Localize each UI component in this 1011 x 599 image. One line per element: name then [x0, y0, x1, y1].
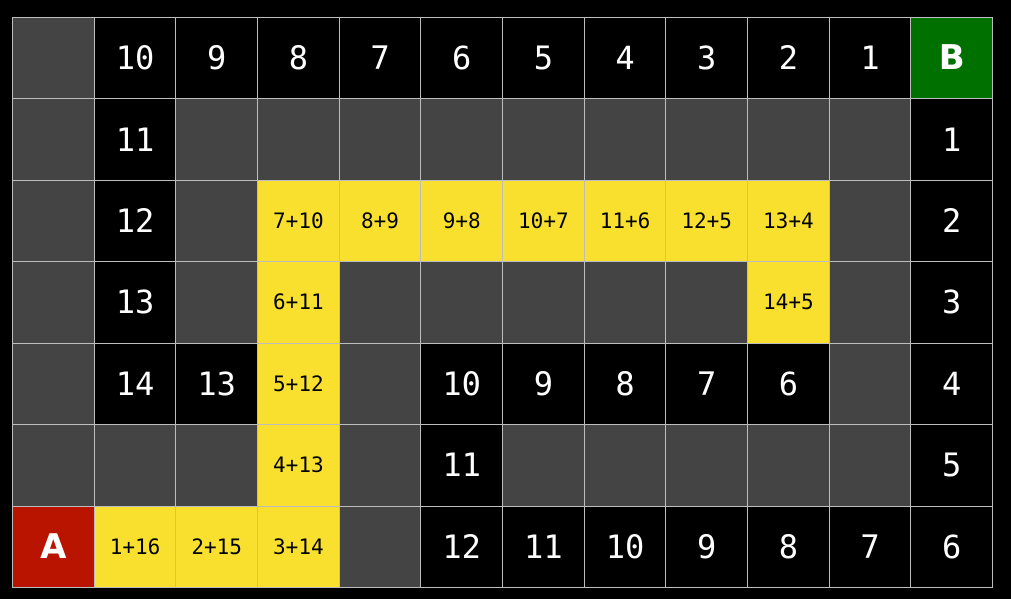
open-cell[interactable]: 1 — [829, 18, 911, 99]
open-cell[interactable]: 9 — [502, 343, 584, 425]
open-cell[interactable]: 5 — [502, 18, 584, 99]
wall-cell[interactable] — [13, 18, 94, 99]
path-cell[interactable]: 3+14 — [257, 506, 339, 587]
wall-cell[interactable] — [257, 99, 339, 180]
open-cell[interactable]: 11 — [421, 425, 502, 506]
open-cell[interactable]: 9 — [666, 506, 747, 587]
open-cell[interactable]: 8 — [257, 18, 339, 99]
open-cell[interactable]: 8 — [747, 506, 829, 587]
wall-cell[interactable] — [829, 99, 911, 180]
path-cell[interactable]: 14+5 — [747, 262, 829, 343]
open-cell[interactable]: 2 — [747, 18, 829, 99]
wall-cell[interactable] — [666, 425, 747, 506]
open-cell[interactable]: 10 — [584, 506, 666, 587]
wall-cell[interactable] — [502, 425, 584, 506]
open-cell[interactable]: 14 — [94, 343, 176, 425]
wall-cell[interactable] — [747, 425, 829, 506]
open-cell[interactable]: 4 — [584, 18, 666, 99]
open-cell[interactable]: 11 — [502, 506, 584, 587]
wall-cell[interactable] — [13, 425, 94, 506]
wall-cell[interactable] — [13, 262, 94, 343]
wall-cell[interactable] — [502, 262, 584, 343]
wall-cell[interactable] — [421, 262, 502, 343]
wall-cell[interactable] — [13, 343, 94, 425]
path-cell[interactable]: 7+10 — [257, 180, 339, 262]
maze-grid: 10 9 8 7 6 5 4 3 2 1 B 11 1 12 7+10 8+9 9+8 10+7 11+6 12+5 1… — [12, 17, 993, 588]
path-cell[interactable]: 11+6 — [584, 180, 666, 262]
open-cell[interactable]: 6 — [421, 18, 502, 99]
path-cell[interactable]: 1+16 — [94, 506, 176, 587]
open-cell[interactable]: 13 — [94, 262, 176, 343]
wall-cell[interactable] — [339, 99, 421, 180]
path-cell[interactable]: 5+12 — [257, 343, 339, 425]
path-cell[interactable]: 10+7 — [502, 180, 584, 262]
path-cell[interactable]: 4+13 — [257, 425, 339, 506]
open-cell[interactable]: 12 — [421, 506, 502, 587]
wall-cell[interactable] — [339, 506, 421, 587]
wall-cell[interactable] — [176, 425, 257, 506]
path-cell[interactable]: 6+11 — [257, 262, 339, 343]
wall-cell[interactable] — [584, 425, 666, 506]
start-cell-a[interactable]: A — [13, 506, 94, 587]
open-cell[interactable]: 3 — [911, 262, 992, 343]
open-cell[interactable]: 2 — [911, 180, 992, 262]
wall-cell[interactable] — [339, 262, 421, 343]
open-cell[interactable]: 10 — [421, 343, 502, 425]
wall-cell[interactable] — [339, 343, 421, 425]
open-cell[interactable]: 4 — [911, 343, 992, 425]
wall-cell[interactable] — [747, 99, 829, 180]
wall-cell[interactable] — [584, 262, 666, 343]
wall-cell[interactable] — [666, 99, 747, 180]
open-cell[interactable]: 12 — [94, 180, 176, 262]
wall-cell[interactable] — [666, 262, 747, 343]
wall-cell[interactable] — [339, 425, 421, 506]
wall-cell[interactable] — [829, 262, 911, 343]
wall-cell[interactable] — [829, 343, 911, 425]
wall-cell[interactable] — [13, 99, 94, 180]
open-cell[interactable]: 7 — [339, 18, 421, 99]
open-cell[interactable]: 9 — [176, 18, 257, 99]
wall-cell[interactable] — [13, 180, 94, 262]
wall-cell[interactable] — [584, 99, 666, 180]
wall-cell[interactable] — [176, 180, 257, 262]
open-cell[interactable]: 6 — [747, 343, 829, 425]
wall-cell[interactable] — [829, 180, 911, 262]
open-cell[interactable]: 7 — [829, 506, 911, 587]
open-cell[interactable]: 8 — [584, 343, 666, 425]
open-cell[interactable]: 7 — [666, 343, 747, 425]
wall-cell[interactable] — [176, 99, 257, 180]
open-cell[interactable]: 13 — [176, 343, 257, 425]
path-cell[interactable]: 13+4 — [747, 180, 829, 262]
wall-cell[interactable] — [829, 425, 911, 506]
open-cell[interactable]: 6 — [911, 506, 992, 587]
open-cell[interactable]: 1 — [911, 99, 992, 180]
path-cell[interactable]: 12+5 — [666, 180, 747, 262]
wall-cell[interactable] — [176, 262, 257, 343]
open-cell[interactable]: 5 — [911, 425, 992, 506]
open-cell[interactable]: 10 — [94, 18, 176, 99]
wall-cell[interactable] — [94, 425, 176, 506]
path-cell[interactable]: 2+15 — [176, 506, 257, 587]
open-cell[interactable]: 3 — [666, 18, 747, 99]
goal-cell-b[interactable]: B — [911, 18, 992, 99]
wall-cell[interactable] — [502, 99, 584, 180]
path-cell[interactable]: 9+8 — [421, 180, 502, 262]
wall-cell[interactable] — [421, 99, 502, 180]
open-cell[interactable]: 11 — [94, 99, 176, 180]
path-cell[interactable]: 8+9 — [339, 180, 421, 262]
